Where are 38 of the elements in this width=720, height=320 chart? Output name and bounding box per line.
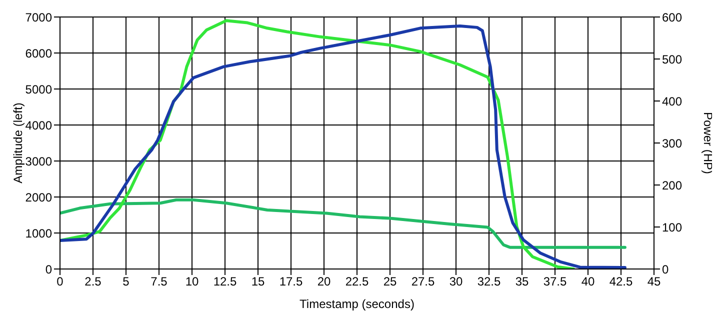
x-tick-label: 10	[185, 274, 199, 289]
x-tick-label: 37.5	[543, 274, 567, 289]
y-tick-label: 2000	[25, 190, 52, 204]
x-tick-label: 32.5	[477, 274, 501, 289]
x-tick-label: 22.5	[345, 274, 369, 289]
y-tick-label: 1000	[25, 226, 52, 240]
y2-tick-label: 0	[662, 262, 669, 276]
x-tick-label: 30	[449, 274, 463, 289]
x-tick-label: 40	[581, 274, 595, 289]
y-tick-label: 7000	[25, 10, 52, 24]
y-tick-label: 4000	[25, 118, 52, 132]
y2-axis-title: Power (HP)	[700, 112, 715, 174]
y-axis-title: Amplitude (left)	[11, 102, 25, 184]
x-tick-label: 7.5	[150, 274, 168, 289]
y2-tick-label: 100	[662, 220, 682, 234]
x-tick-label: 17.5	[279, 274, 303, 289]
x-tick-label: 0	[56, 274, 64, 289]
y-tick-label: 3000	[25, 154, 52, 168]
x-tick-label: 45	[647, 274, 661, 289]
x-tick-label: 20	[317, 274, 331, 289]
y-tick-label: 5000	[25, 82, 52, 96]
y-tick-label: 0	[45, 262, 52, 276]
y2-tick-label: 300	[662, 136, 682, 150]
x-tick-label: 5	[122, 274, 130, 289]
y2-tick-label: 600	[662, 10, 682, 24]
x-tick-label: 25	[383, 274, 397, 289]
x-tick-label: 35	[515, 274, 529, 289]
y2-tick-label: 400	[662, 94, 682, 108]
x-tick-label: 12.5	[213, 274, 237, 289]
y2-tick-label: 500	[662, 52, 682, 66]
y2-tick-label: 200	[662, 178, 682, 192]
x-tick-label: 42.5	[609, 274, 633, 289]
line-series	[60, 198, 626, 249]
x-axis-title: Timestamp (seconds)	[300, 297, 414, 311]
x-tick-label: 27.5	[411, 274, 435, 289]
x-tick-label: 15	[251, 274, 265, 289]
x-tick-label: 2.5	[84, 274, 102, 289]
y-tick-label: 6000	[25, 46, 52, 60]
